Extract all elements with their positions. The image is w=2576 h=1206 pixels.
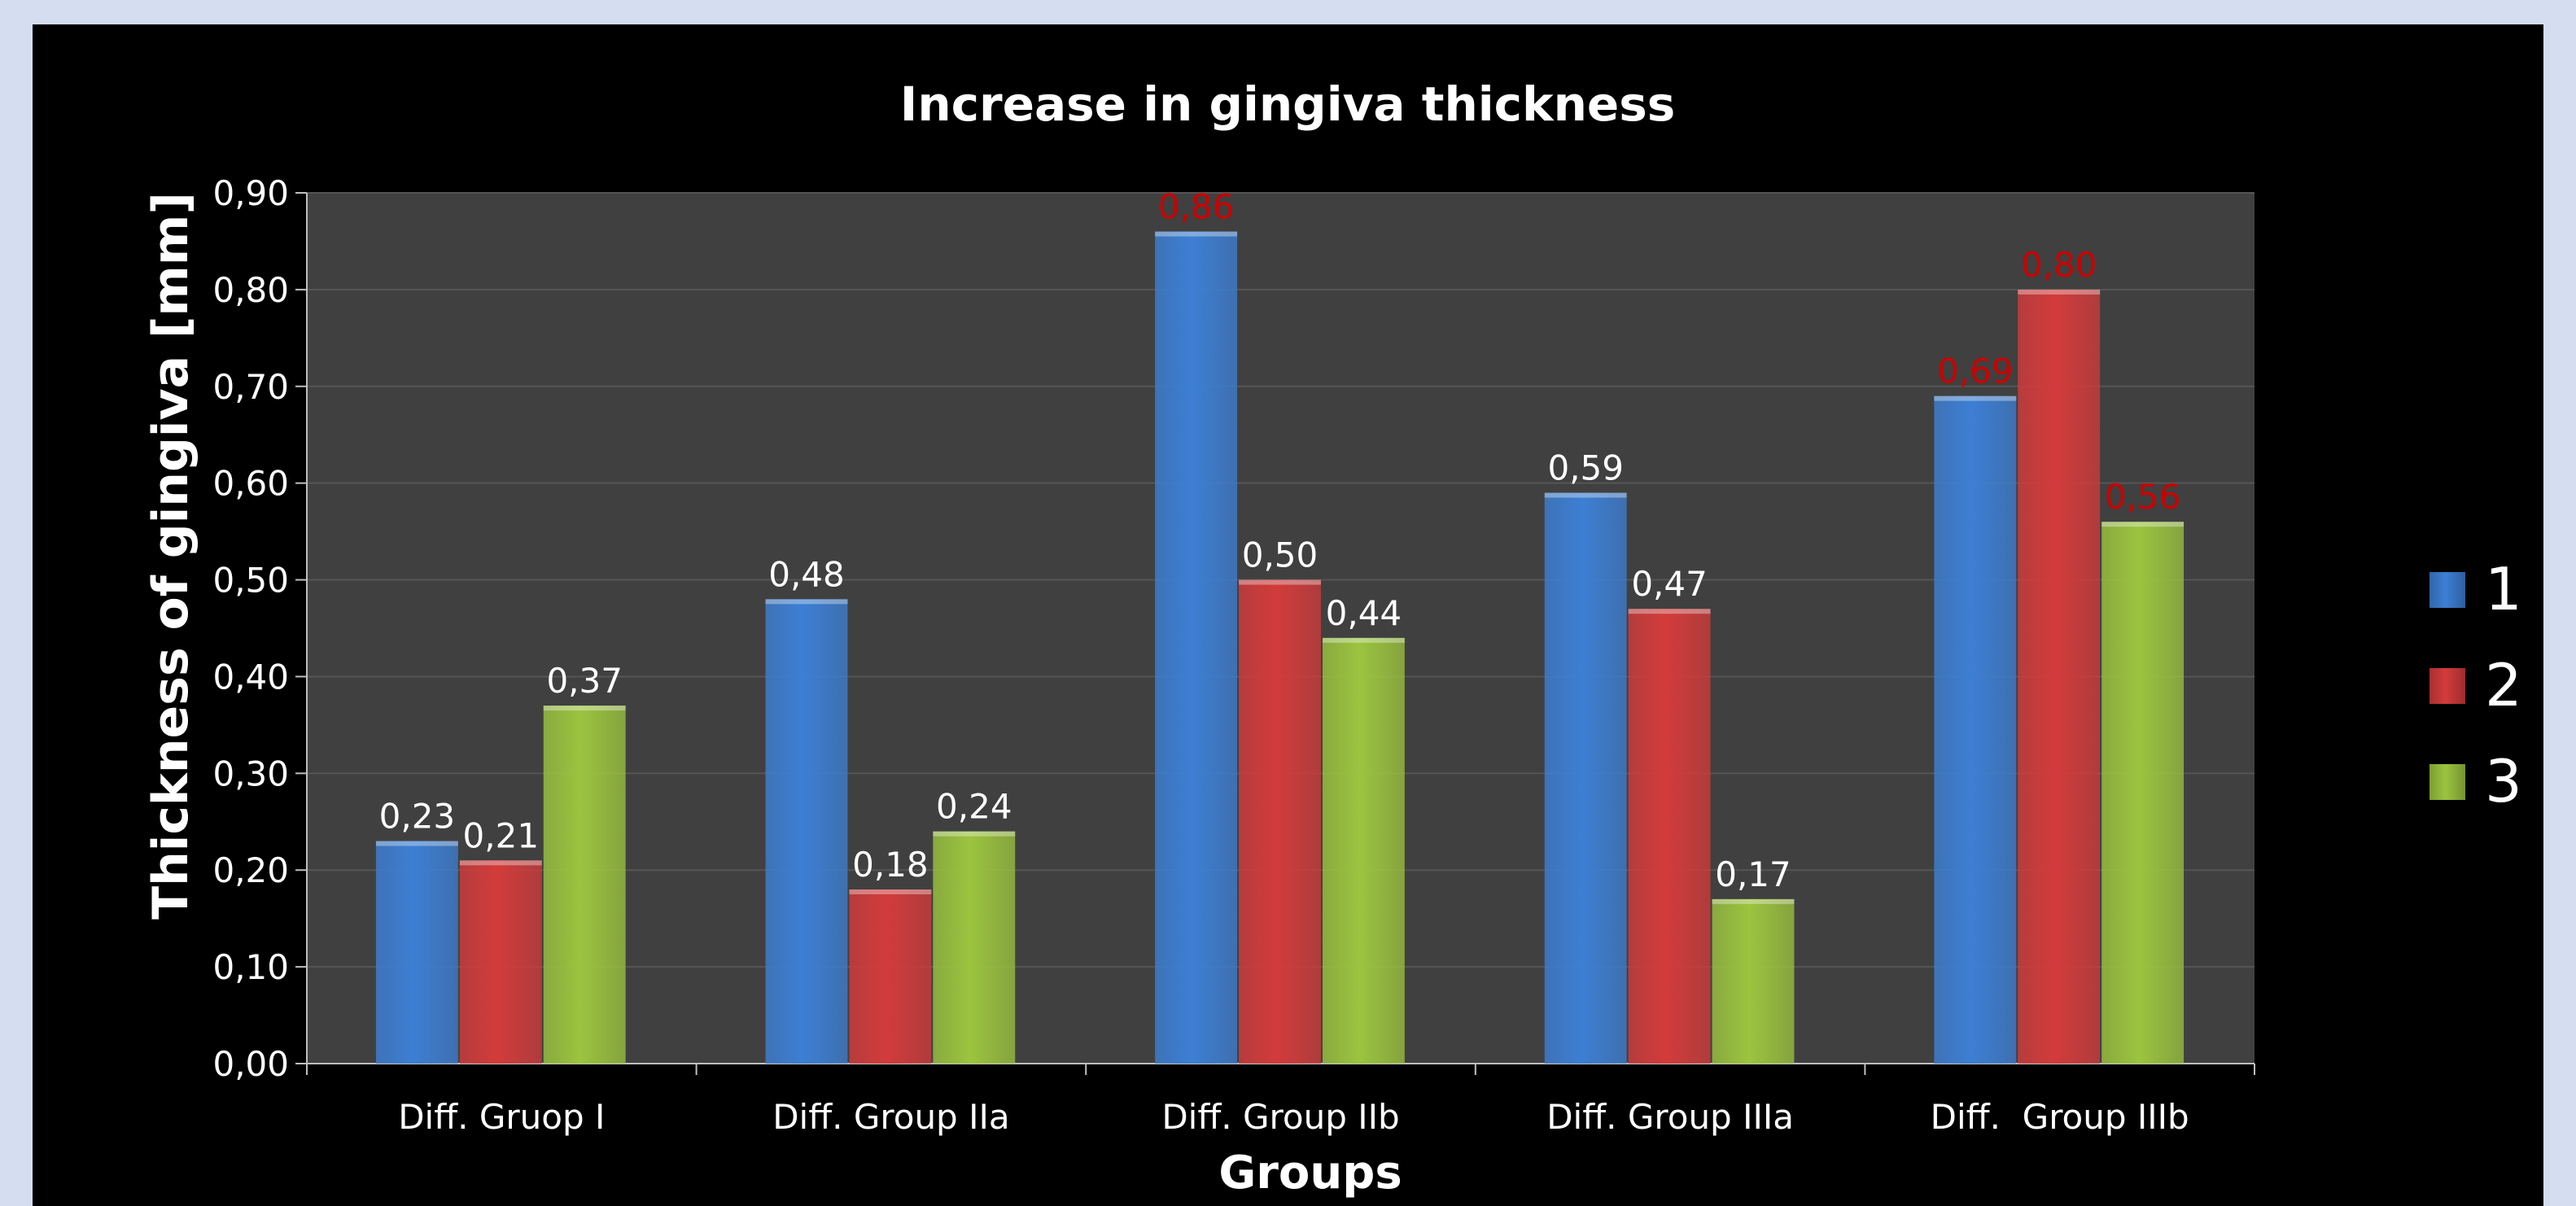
bar-top-highlight [459,860,542,866]
bar-top-highlight [1934,395,2017,401]
y-tick-label: 0,50 [212,561,289,601]
plot-area: 0,00 0,10 0,20 0,30 0,40 0,50 0,60 0,70 0,80 0,90… [212,173,2255,1137]
data-label: 0,21 [463,815,540,855]
bar-top-highlight [1544,492,1627,498]
bar-top-highlight [849,889,932,894]
bar-series-1 [375,841,458,1064]
data-label: 0,56 [2105,477,2181,517]
data-label: 0,80 [2021,245,2097,285]
chart-title: Increase in gingiva thickness [900,76,1676,132]
data-label: 0,48 [768,554,845,594]
y-tick-label: 0,80 [212,270,289,310]
data-label: 0,18 [852,845,929,885]
y-tick-label: 0,90 [212,173,289,213]
chart-frame: Increase in gingiva thickness Thickness … [33,24,2543,1206]
data-label: 0,86 [1158,187,1235,227]
bar-series-1 [1934,395,2017,1064]
x-tick-label: Diff. Group IIIa [1546,1097,1794,1137]
bar-chart: Increase in gingiva thickness Thickness … [142,76,2522,1199]
bar-series-3 [543,706,626,1064]
y-tick-label: 0,60 [212,464,289,504]
bar-series-2 [849,889,932,1064]
bar-top-highlight [1712,898,1795,904]
bar-series-2 [459,860,542,1064]
data-label: 0,23 [379,797,456,837]
y-tick-label: 0,70 [212,367,289,407]
legend-label: 1 [2485,555,2522,623]
bar-top-highlight [765,599,848,605]
data-label: 0,69 [1937,352,2014,391]
bar-series-1 [765,599,848,1064]
bar-top-highlight [1239,579,1321,585]
legend-label: 3 [2485,747,2522,815]
bar-series-3 [1712,898,1795,1064]
bar-series-3 [2101,522,2185,1064]
legend-swatch-2 [2429,668,2465,704]
bar-series-2 [1239,579,1321,1064]
legend-swatch-3 [2429,764,2465,800]
bar-top-highlight [1155,231,1238,237]
legend-swatch-1 [2429,572,2465,608]
x-tick-label: Diff. Group IIb [1161,1097,1399,1137]
data-label: 0,37 [546,661,623,701]
bar-series-2 [2018,289,2101,1064]
y-tick-label: 0,40 [212,657,289,697]
bar-top-highlight [933,831,1016,837]
x-tick-label: Diff. Group IIIb [1931,1097,2189,1137]
bar-series-3 [933,831,1016,1064]
bar-top-highlight [2101,522,2185,527]
data-label: 0,44 [1326,593,1402,633]
y-tick-label: 0,00 [212,1044,289,1084]
bar-top-highlight [543,706,626,711]
legend-label: 2 [2485,651,2522,719]
data-label: 0,24 [936,787,1012,827]
x-tick-label: Diff. Group IIa [772,1097,1009,1137]
x-tick-label: Diff. Gruop I [398,1097,605,1137]
bar-series-2 [1628,609,1711,1064]
legend: 1 2 3 [2429,555,2522,815]
bar-top-highlight [375,841,458,846]
bar-series-3 [1322,637,1405,1064]
data-label: 0,47 [1631,564,1708,604]
bar-top-highlight [1322,637,1405,643]
bar-top-highlight [2018,289,2101,295]
data-label: 0,50 [1242,535,1319,575]
bar-series-1 [1544,492,1627,1064]
bar-top-highlight [1628,609,1711,614]
y-tick-label: 0,10 [212,947,289,987]
y-tick-label: 0,30 [212,754,289,793]
bar-series-1 [1155,231,1238,1064]
data-label: 0,17 [1715,854,1791,894]
y-axis-title: Thickness of gingiva [mm] [142,192,199,920]
y-tick-label: 0,20 [212,850,289,890]
x-axis-title: Groups [1218,1147,1402,1199]
data-label: 0,59 [1547,448,1624,488]
